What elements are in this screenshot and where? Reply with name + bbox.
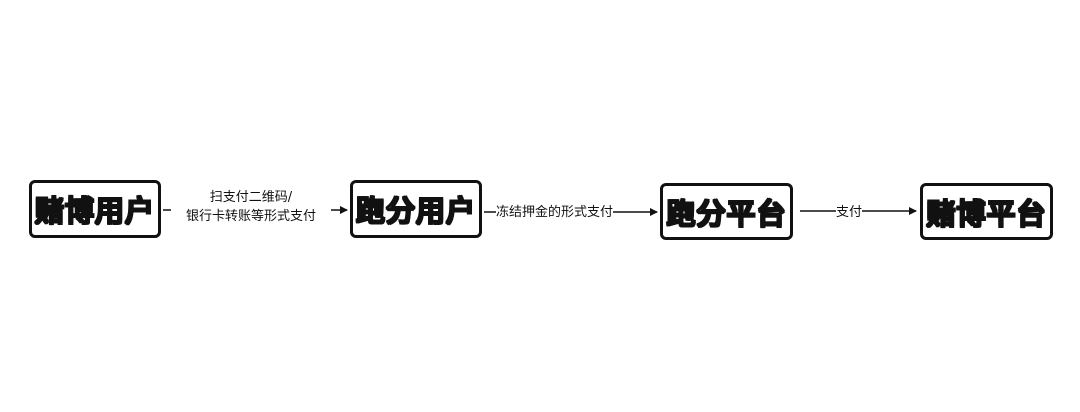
node-score-runner-user-label: 跑分用户 bbox=[355, 193, 476, 228]
edge-label-platform-to-gambling: 支付 bbox=[836, 203, 863, 222]
node-gambling-user-label: 赌博用户 bbox=[34, 193, 155, 228]
edge-label-user-to-runner-line2: 银行卡转账等形式支付 bbox=[185, 209, 316, 224]
edge-label-user-to-runner-line1: 扫支付二维码/ bbox=[209, 190, 293, 205]
node-score-running-platform-label: 跑分平台 bbox=[666, 196, 787, 231]
node-score-runner-user: 跑分用户 bbox=[350, 180, 482, 238]
edge-label-runner-to-platform: 冻结押金的形式支付 bbox=[496, 203, 614, 222]
edge-label-user-to-runner: 扫支付二维码/ 银行卡转账等形式支付 bbox=[171, 188, 331, 226]
node-gambling-user: 赌博用户 bbox=[29, 180, 161, 238]
node-gambling-platform-label: 赌博平台 bbox=[926, 196, 1047, 231]
node-gambling-platform: 赌博平台 bbox=[920, 183, 1053, 240]
node-score-running-platform: 跑分平台 bbox=[660, 183, 793, 240]
